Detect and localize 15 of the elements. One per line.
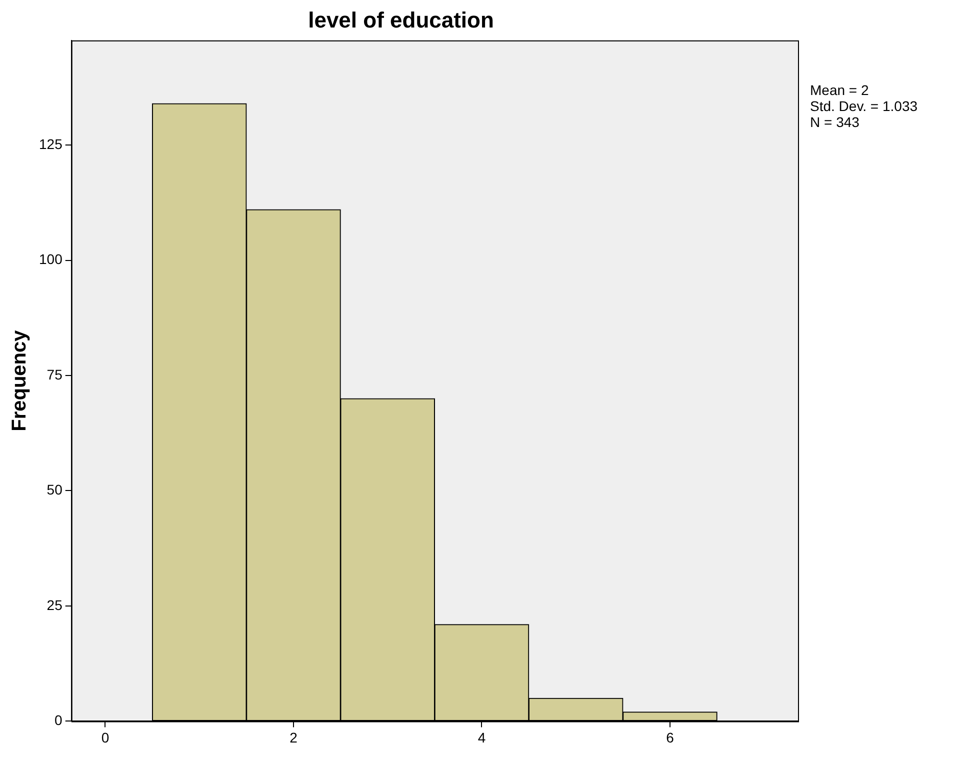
x-tick-label: 2 [290,729,298,746]
y-tick-label: 100 [39,251,63,268]
chart-title: level of education [308,7,494,32]
y-tick-label: 0 [54,712,63,728]
text: N = 343 [810,114,860,130]
text: Mean = 2 [810,82,870,98]
y-tick-label: 50 [46,482,63,498]
y-tick-label: 75 [46,366,63,382]
text: Std. Dev. = 1.033 [810,98,918,114]
x-tick-label: 4 [478,729,486,746]
x-tick-label: 0 [101,729,110,746]
x-tick-label: 6 [666,729,674,746]
y-tick-label: 125 [39,136,63,152]
y-tick-label: 25 [46,596,63,613]
y-axis-title: Frequency [8,329,31,432]
